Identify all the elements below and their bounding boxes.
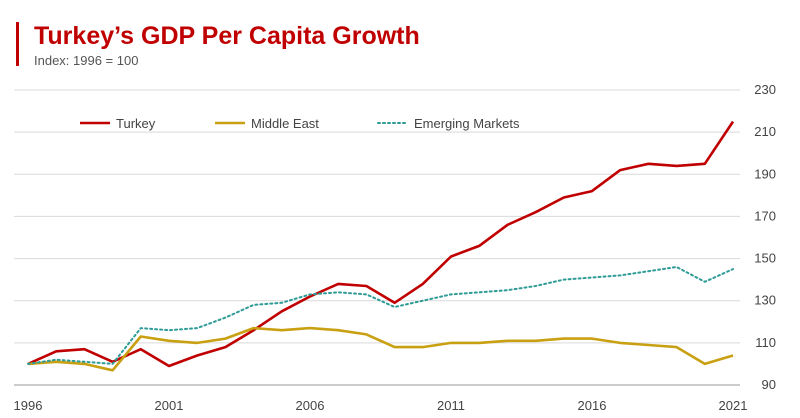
y-tick-label: 170 <box>754 208 776 223</box>
legend-label: Turkey <box>116 116 156 131</box>
x-tick-label: 2011 <box>437 398 465 413</box>
y-tick-label: 210 <box>754 124 776 139</box>
y-tick-label: 130 <box>754 293 776 308</box>
chart-title: Turkey’s GDP Per Capita Growth <box>34 22 420 50</box>
series-line-emerging-markets <box>27 266 734 365</box>
y-tick-label: 150 <box>754 251 776 266</box>
y-axis-ticks: 90 110 130 150 170 190 210 230 <box>754 82 776 392</box>
y-tick-label: 90 <box>762 377 776 392</box>
legend-label: Middle East <box>251 116 319 131</box>
x-tick-label: 2001 <box>155 398 184 413</box>
legend-label: Emerging Markets <box>414 116 520 131</box>
x-tick-label: 1996 <box>14 398 43 413</box>
x-tick-label: 2021 <box>719 398 748 413</box>
series-line-middle-east <box>27 326 734 372</box>
series-line-turkey <box>27 120 735 368</box>
x-tick-label: 2016 <box>578 398 607 413</box>
y-tick-label: 190 <box>754 166 776 181</box>
title-accent-bar <box>16 22 19 66</box>
chart-subtitle: Index: 1996 = 100 <box>34 53 139 68</box>
y-tick-label: 110 <box>755 335 776 350</box>
gridlines <box>14 89 740 386</box>
series-lines <box>27 120 735 372</box>
x-axis-ticks: 1996 2001 2006 2011 2016 2021 <box>14 398 748 413</box>
legend: Turkey Middle East Emerging Markets <box>80 116 520 131</box>
x-tick-label: 2006 <box>296 398 325 413</box>
y-tick-label: 230 <box>754 82 776 97</box>
